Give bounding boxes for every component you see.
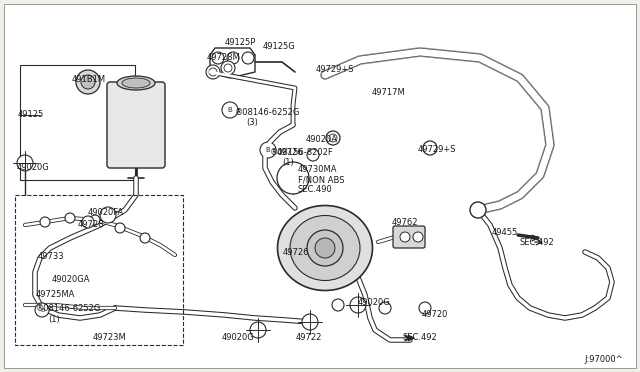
Circle shape xyxy=(307,149,319,161)
Circle shape xyxy=(76,70,100,94)
Circle shape xyxy=(400,232,410,242)
Text: 49455: 49455 xyxy=(492,228,518,237)
Text: 49723M: 49723M xyxy=(93,333,127,342)
Circle shape xyxy=(206,65,220,79)
Circle shape xyxy=(302,314,318,330)
Circle shape xyxy=(115,223,125,233)
Circle shape xyxy=(470,202,486,218)
Text: 49020GA: 49020GA xyxy=(52,275,90,284)
Text: 49020A: 49020A xyxy=(306,135,338,144)
Text: 49020G: 49020G xyxy=(222,333,255,342)
Ellipse shape xyxy=(117,76,155,90)
Ellipse shape xyxy=(122,78,150,88)
Ellipse shape xyxy=(290,215,360,280)
Text: ®08146-6252G: ®08146-6252G xyxy=(235,108,300,117)
Text: ®08156-8202F: ®08156-8202F xyxy=(270,148,333,157)
Text: 491B1M: 491B1M xyxy=(72,75,106,84)
Circle shape xyxy=(82,216,94,228)
Text: 49728: 49728 xyxy=(78,220,104,229)
Text: 49729+S: 49729+S xyxy=(418,145,456,154)
Text: 49730MA: 49730MA xyxy=(298,165,337,174)
Circle shape xyxy=(35,303,49,317)
Text: ®08146-6252G: ®08146-6252G xyxy=(36,304,101,313)
Text: 49720: 49720 xyxy=(422,310,449,319)
Circle shape xyxy=(40,217,50,227)
Text: 49020G: 49020G xyxy=(17,163,50,172)
Circle shape xyxy=(250,322,266,338)
Text: J:97000^: J:97000^ xyxy=(584,355,623,364)
Circle shape xyxy=(260,142,276,158)
Text: SEC.492: SEC.492 xyxy=(403,333,438,342)
FancyBboxPatch shape xyxy=(107,82,165,168)
Text: F/NON ABS: F/NON ABS xyxy=(298,175,344,184)
Circle shape xyxy=(326,131,340,145)
Text: 49717M: 49717M xyxy=(372,88,406,97)
Circle shape xyxy=(17,155,33,171)
Text: 49125: 49125 xyxy=(18,110,44,119)
Bar xyxy=(15,195,183,345)
Circle shape xyxy=(350,297,366,313)
Text: 49726: 49726 xyxy=(283,248,310,257)
Text: B: B xyxy=(266,147,270,153)
Bar xyxy=(20,65,135,180)
Circle shape xyxy=(212,52,224,64)
Circle shape xyxy=(242,52,254,64)
Text: (3): (3) xyxy=(246,118,258,127)
Circle shape xyxy=(329,134,337,142)
Circle shape xyxy=(222,102,238,118)
Text: 49020G: 49020G xyxy=(358,298,391,307)
Text: 49020FA: 49020FA xyxy=(88,208,124,217)
Circle shape xyxy=(413,232,423,242)
Text: 49762: 49762 xyxy=(392,218,419,227)
Circle shape xyxy=(221,61,235,75)
Circle shape xyxy=(307,230,343,266)
Circle shape xyxy=(209,68,217,76)
Circle shape xyxy=(332,299,344,311)
Text: SEC.492: SEC.492 xyxy=(520,238,555,247)
FancyBboxPatch shape xyxy=(393,226,425,248)
Circle shape xyxy=(65,213,75,223)
Text: 49733: 49733 xyxy=(38,252,65,261)
Circle shape xyxy=(227,52,239,64)
Circle shape xyxy=(100,207,116,223)
Text: SEC.490: SEC.490 xyxy=(298,185,333,194)
Circle shape xyxy=(140,233,150,243)
FancyBboxPatch shape xyxy=(4,4,636,368)
Circle shape xyxy=(90,215,100,225)
Circle shape xyxy=(315,238,335,258)
Text: 49125G: 49125G xyxy=(263,42,296,51)
Text: 49729+S: 49729+S xyxy=(316,65,355,74)
Circle shape xyxy=(81,75,95,89)
Text: 49728M: 49728M xyxy=(207,53,241,62)
Text: 49726: 49726 xyxy=(277,148,303,157)
Text: B: B xyxy=(228,107,232,113)
Circle shape xyxy=(224,64,232,72)
Circle shape xyxy=(423,141,437,155)
Circle shape xyxy=(379,302,391,314)
Circle shape xyxy=(419,302,431,314)
Text: 49125P: 49125P xyxy=(225,38,257,47)
Text: 49722: 49722 xyxy=(296,333,323,342)
Ellipse shape xyxy=(278,205,372,291)
Text: (1): (1) xyxy=(48,315,60,324)
Circle shape xyxy=(277,162,309,194)
Text: B: B xyxy=(40,308,44,312)
Text: (1): (1) xyxy=(282,158,294,167)
Text: 49725MA: 49725MA xyxy=(36,290,76,299)
